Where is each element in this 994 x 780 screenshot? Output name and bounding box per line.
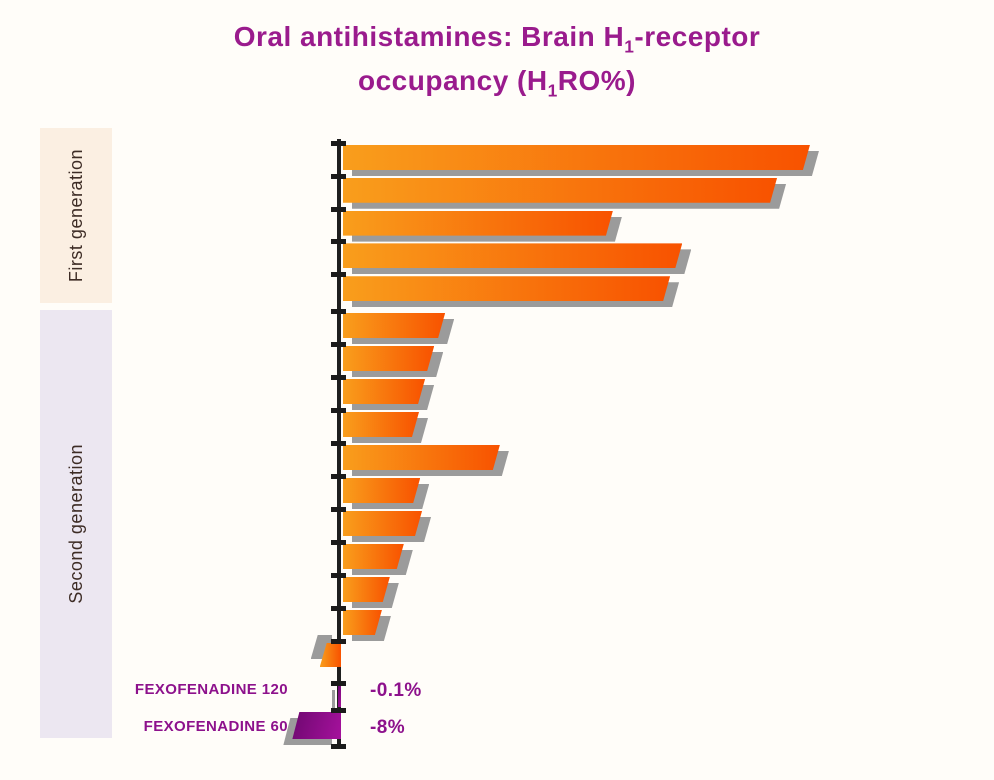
bar [343,544,404,569]
bar-label-fexofenadine-60: FEXOFENADINE 60 [143,718,288,735]
axis-tick [331,474,346,479]
axis-tick [331,309,346,314]
chart-title-line1: Oral antihistamines: Brain H1-receptor [233,21,761,57]
bar [343,178,777,203]
axis-tick [331,540,346,545]
chart-title: Oral antihistamines: Brain H1-receptor o… [0,20,994,107]
group-label-first-generation: First generation [65,148,86,283]
chart-title-line2: occupancy (H1RO%) [358,64,636,101]
bar-label-fexofenadine-120: FEXOFENADINE 120 [134,681,288,698]
axis-tick [331,441,346,446]
axis-tick [331,206,346,212]
bar [343,511,422,536]
axis-tick [331,507,346,512]
bar [292,712,341,739]
axis-tick [331,141,346,146]
bar-value-fexofenadine-60: -8% [370,717,405,738]
bar [343,445,500,470]
bar [343,412,419,437]
bar [343,243,682,268]
axis-tick [331,744,346,749]
group-band-second-generation: Second generation [40,310,112,738]
bar [343,577,390,602]
bar [343,346,434,371]
bar [343,313,445,338]
bar-shadow [332,690,335,712]
axis-tick [331,639,346,644]
axis-tick [331,239,346,245]
bar [343,478,420,503]
bar-value-fexofenadine-120: -0.1% [370,680,422,701]
bar [338,685,341,707]
bar [343,610,382,635]
axis-tick [331,173,346,179]
bar [343,379,425,404]
group-label-second-generation: Second generation [65,444,86,604]
axis-tick [331,342,346,347]
axis-tick [331,708,346,713]
group-band-first-generation: First generation [40,128,112,303]
bar [319,643,341,667]
bar [343,145,810,170]
bar [343,276,670,301]
bar [343,211,613,236]
axis-tick [331,272,346,278]
axis-tick [331,573,346,578]
axis-tick [331,375,346,380]
axis-tick [331,606,346,611]
axis-tick [331,408,346,413]
axis-tick [331,681,346,686]
